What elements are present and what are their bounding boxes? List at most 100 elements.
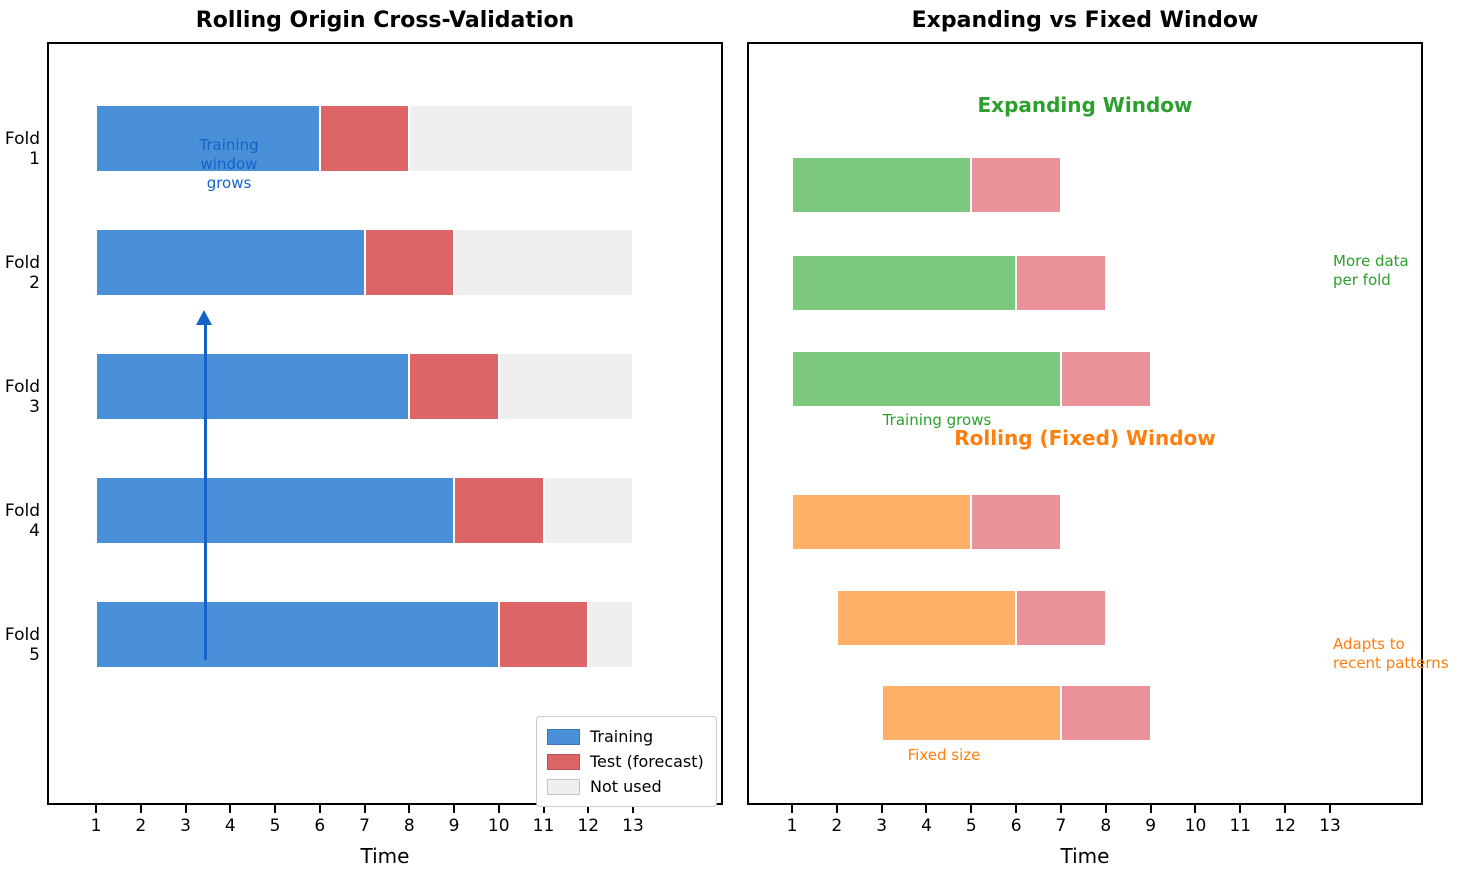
right-x-tick-mark-5 xyxy=(970,805,973,813)
expanding-window-heading: Expanding Window xyxy=(977,93,1193,117)
right-x-tick-label-5: 5 xyxy=(965,816,977,836)
training-grows-note: Training grows xyxy=(882,411,992,429)
left-x-tick-label-10: 10 xyxy=(487,816,510,836)
left-x-tick-label-6: 6 xyxy=(314,816,326,836)
fold-4-test-segment xyxy=(454,477,544,544)
fold-2-not-used-segment xyxy=(454,229,633,296)
growth-arrow-head xyxy=(196,310,213,325)
rolling-bar-1-train-segment xyxy=(792,494,972,550)
left-x-tick-label-12: 12 xyxy=(577,816,600,836)
right-plot-title: Expanding vs Fixed Window xyxy=(911,8,1259,33)
rolling-bar-1-test-segment xyxy=(971,494,1061,550)
right-x-tick-mark-7 xyxy=(1059,805,1062,813)
y-tick-label-fold-3: Fold 3 xyxy=(4,376,40,417)
right-x-tick-mark-13 xyxy=(1328,805,1331,813)
left-x-tick-mark-6 xyxy=(318,805,321,813)
expanding-bar-2-test-segment xyxy=(1016,255,1106,311)
left-x-tick-mark-11 xyxy=(542,805,545,813)
left-x-tick-mark-9 xyxy=(453,805,455,813)
right-x-tick-label-4: 4 xyxy=(921,816,932,836)
y-tick-label-fold-2: Fold 2 xyxy=(4,252,40,293)
left-plot-title: Rolling Origin Cross-Validation xyxy=(195,8,575,33)
legend-row-3: Not used xyxy=(547,774,706,799)
right-x-tick-label-11: 11 xyxy=(1229,816,1252,836)
left-x-axis-label: Time xyxy=(360,844,410,868)
right-x-tick-mark-3 xyxy=(880,805,883,813)
left-x-tick-mark-8 xyxy=(408,805,411,813)
left-x-tick-label-4: 4 xyxy=(224,816,236,836)
left-x-tick-mark-3 xyxy=(184,805,187,813)
right-x-tick-label-10: 10 xyxy=(1184,816,1207,836)
fold-1-training-segment xyxy=(96,105,320,172)
rolling-bar-3-train-segment xyxy=(881,685,1061,741)
fold-2-test-segment xyxy=(364,229,454,296)
training-blue-swatch xyxy=(547,728,580,745)
left-x-tick-label-8: 8 xyxy=(403,816,415,836)
y-tick-label-fold-5: Fold 5 xyxy=(4,624,40,665)
left-x-tick-mark-1 xyxy=(95,805,97,813)
right-x-tick-label-12: 12 xyxy=(1274,816,1296,836)
right-x-tick-label-13: 13 xyxy=(1319,816,1341,836)
legend-row-2: Test (forecast) xyxy=(547,749,706,774)
right-x-tick-mark-10 xyxy=(1194,805,1197,813)
fixed-size-note: Fixed size xyxy=(907,746,981,764)
fold-5-test-segment xyxy=(498,601,589,668)
legend-label-1: Training xyxy=(590,727,654,746)
left-x-tick-mark-13 xyxy=(632,805,634,813)
growth-arrow-line xyxy=(204,324,208,660)
expanding-bar-3-train-segment xyxy=(792,351,1061,407)
legend-label-3: Not used xyxy=(590,777,662,796)
right-x-tick-mark-8 xyxy=(1104,805,1107,813)
left-x-tick-label-11: 11 xyxy=(532,816,555,836)
y-tick-label-fold-4: Fold 4 xyxy=(4,500,40,541)
fold-3-training-segment xyxy=(96,353,410,420)
left-x-tick-mark-5 xyxy=(274,805,276,813)
fold-3-not-used-segment xyxy=(498,353,633,420)
right-x-tick-label-9: 9 xyxy=(1145,816,1157,836)
expanding-bar-1-test-segment xyxy=(971,157,1061,213)
right-x-tick-label-6: 6 xyxy=(1010,816,1022,836)
fold-5-not-used-segment xyxy=(588,601,633,668)
left-x-tick-mark-10 xyxy=(497,805,500,813)
right-x-axis-label: Time xyxy=(1060,844,1110,868)
right-x-tick-mark-12 xyxy=(1284,805,1287,813)
not-used-gray-swatch xyxy=(547,778,580,795)
expanding-bar-2-train-segment xyxy=(792,255,1017,311)
test-red-swatch xyxy=(547,753,580,770)
right-x-tick-label-2: 2 xyxy=(831,816,843,836)
rolling-bar-2-train-segment xyxy=(836,590,1017,646)
legend: Training Test (forecast) Not used xyxy=(536,716,717,807)
legend-rows: Training Test (forecast) Not used xyxy=(547,724,706,799)
right-x-tick-mark-4 xyxy=(925,805,928,813)
more-data-per-fold-note: More data per fold xyxy=(1333,252,1409,289)
left-x-tick-label-7: 7 xyxy=(359,816,370,836)
right-x-tick-label-3: 3 xyxy=(876,816,888,836)
fold-1-not-used-segment xyxy=(409,105,633,172)
fold-4-training-segment xyxy=(96,477,454,544)
right-x-tick-label-1: 1 xyxy=(786,816,798,836)
right-x-tick-mark-11 xyxy=(1239,805,1242,813)
right-x-tick-mark-2 xyxy=(835,805,838,813)
expanding-bar-3-test-segment xyxy=(1060,351,1151,407)
legend-label-2: Test (forecast) xyxy=(590,752,704,771)
left-x-tick-label-13: 13 xyxy=(622,816,644,836)
rolling-bar-3-test-segment xyxy=(1060,685,1151,741)
right-x-tick-mark-1 xyxy=(791,805,793,813)
left-x-tick-mark-4 xyxy=(229,805,232,813)
left-x-tick-label-9: 9 xyxy=(448,816,460,836)
left-x-tick-mark-2 xyxy=(139,805,142,813)
rolling-bar-2-test-segment xyxy=(1016,590,1106,646)
expanding-bar-1-train-segment xyxy=(792,157,972,213)
left-x-tick-label-3: 3 xyxy=(180,816,191,836)
fold-2-training-segment xyxy=(96,229,365,296)
fold-5-training-segment xyxy=(96,601,499,668)
left-x-tick-label-1: 1 xyxy=(90,816,102,836)
right-x-tick-mark-6 xyxy=(1015,805,1018,813)
left-x-tick-mark-12 xyxy=(587,805,590,813)
rolling-fixed-window-heading: Rolling (Fixed) Window xyxy=(954,426,1216,450)
fold-3-test-segment xyxy=(409,353,499,420)
fold-1-test-segment xyxy=(319,105,410,172)
adapts-to-recent-patterns-note: Adapts to recent patterns xyxy=(1333,635,1449,672)
right-x-tick-label-7: 7 xyxy=(1055,816,1067,836)
